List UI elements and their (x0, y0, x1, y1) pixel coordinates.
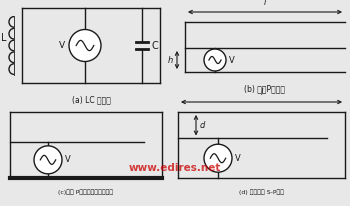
Circle shape (69, 29, 101, 62)
Text: l: l (264, 0, 266, 7)
Text: V: V (229, 55, 235, 64)
Text: www.edires.net: www.edires.net (129, 163, 221, 173)
Text: (c)转化 P型天线和接地面折叠: (c)转化 P型天线和接地面折叠 (58, 189, 113, 195)
Text: l: l (260, 88, 263, 97)
Text: h: h (168, 55, 173, 64)
Text: V: V (235, 154, 241, 163)
Circle shape (34, 146, 62, 174)
Circle shape (204, 49, 226, 71)
Circle shape (204, 144, 232, 172)
Text: d: d (200, 121, 205, 130)
Text: V: V (65, 155, 71, 164)
Text: (d) 折叠短片 S-P天线: (d) 折叠短片 S-P天线 (239, 189, 284, 195)
Text: (a) LC 振荡器: (a) LC 振荡器 (71, 95, 111, 104)
Text: C: C (152, 41, 159, 50)
Text: L: L (1, 33, 7, 42)
Text: (b) 转化P型天线: (b) 转化P型天线 (245, 84, 286, 93)
Text: V: V (59, 41, 65, 50)
